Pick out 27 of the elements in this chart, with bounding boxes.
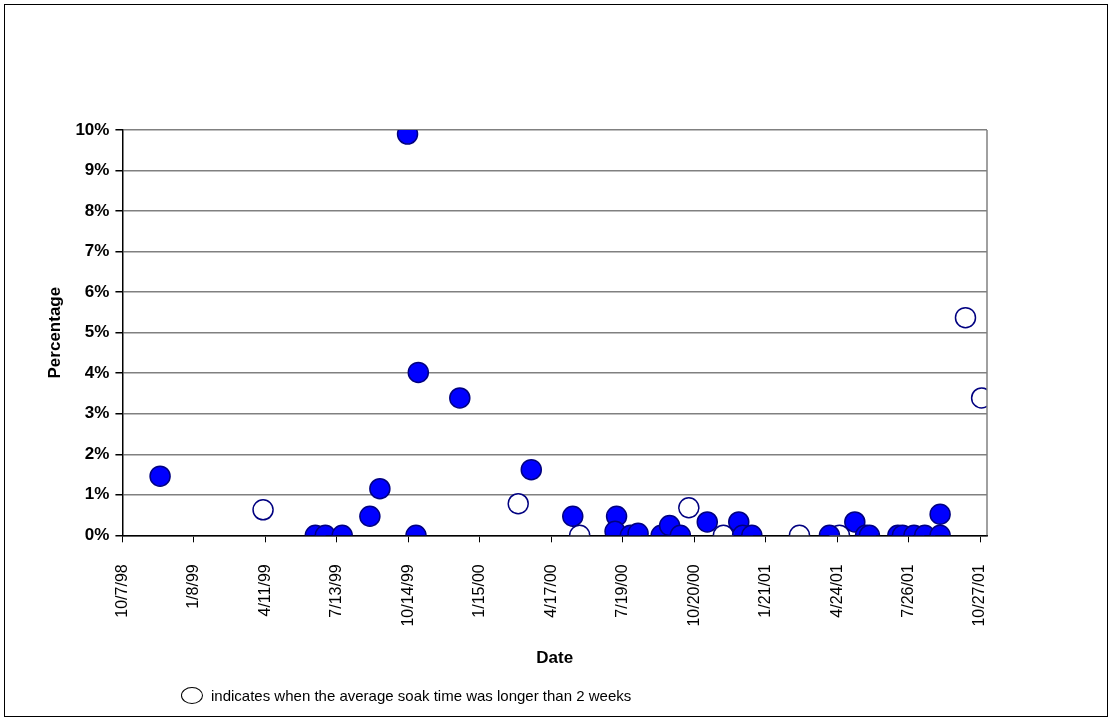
y-tick-label: 9%	[84, 160, 110, 180]
text: indicates when the average soak time was longer than 2 weeks	[211, 687, 632, 704]
y-tick-label: 0%	[84, 525, 110, 545]
x-tick-label: 4/24/01	[827, 564, 845, 618]
x-axis-title: Date	[536, 648, 574, 668]
y-tick-label: 5%	[84, 322, 110, 342]
x-tick-label: 10/27/01	[970, 564, 988, 627]
y-tick-label: 10%	[75, 119, 110, 139]
x-tick-label: 10/14/99	[398, 564, 416, 627]
x-tick-label: 7/26/01	[899, 564, 917, 618]
y-tick-label: 4%	[84, 362, 110, 382]
x-tick-label: 1/15/00	[470, 564, 488, 618]
x-tick-label: 10/7/98	[112, 564, 130, 618]
y-tick-label: 1%	[84, 484, 110, 504]
y-tick-label: 6%	[84, 281, 110, 301]
y-axis-title: Percentage	[44, 286, 64, 379]
y-tick-label: 3%	[84, 403, 110, 423]
x-tick-label: 7/19/00	[613, 564, 631, 618]
y-tick-label: 8%	[84, 200, 110, 220]
x-tick-label: 4/11/99	[255, 564, 273, 617]
x-tick-label: 7/13/99	[327, 564, 345, 618]
x-tick-label: 1/21/01	[756, 564, 774, 618]
x-tick-label: 4/17/00	[541, 564, 559, 618]
y-tick-label: 2%	[84, 443, 110, 463]
x-tick-label: 1/8/99	[184, 564, 202, 609]
x-tick-label: 10/20/00	[684, 564, 702, 627]
y-tick-label: 7%	[84, 241, 110, 261]
